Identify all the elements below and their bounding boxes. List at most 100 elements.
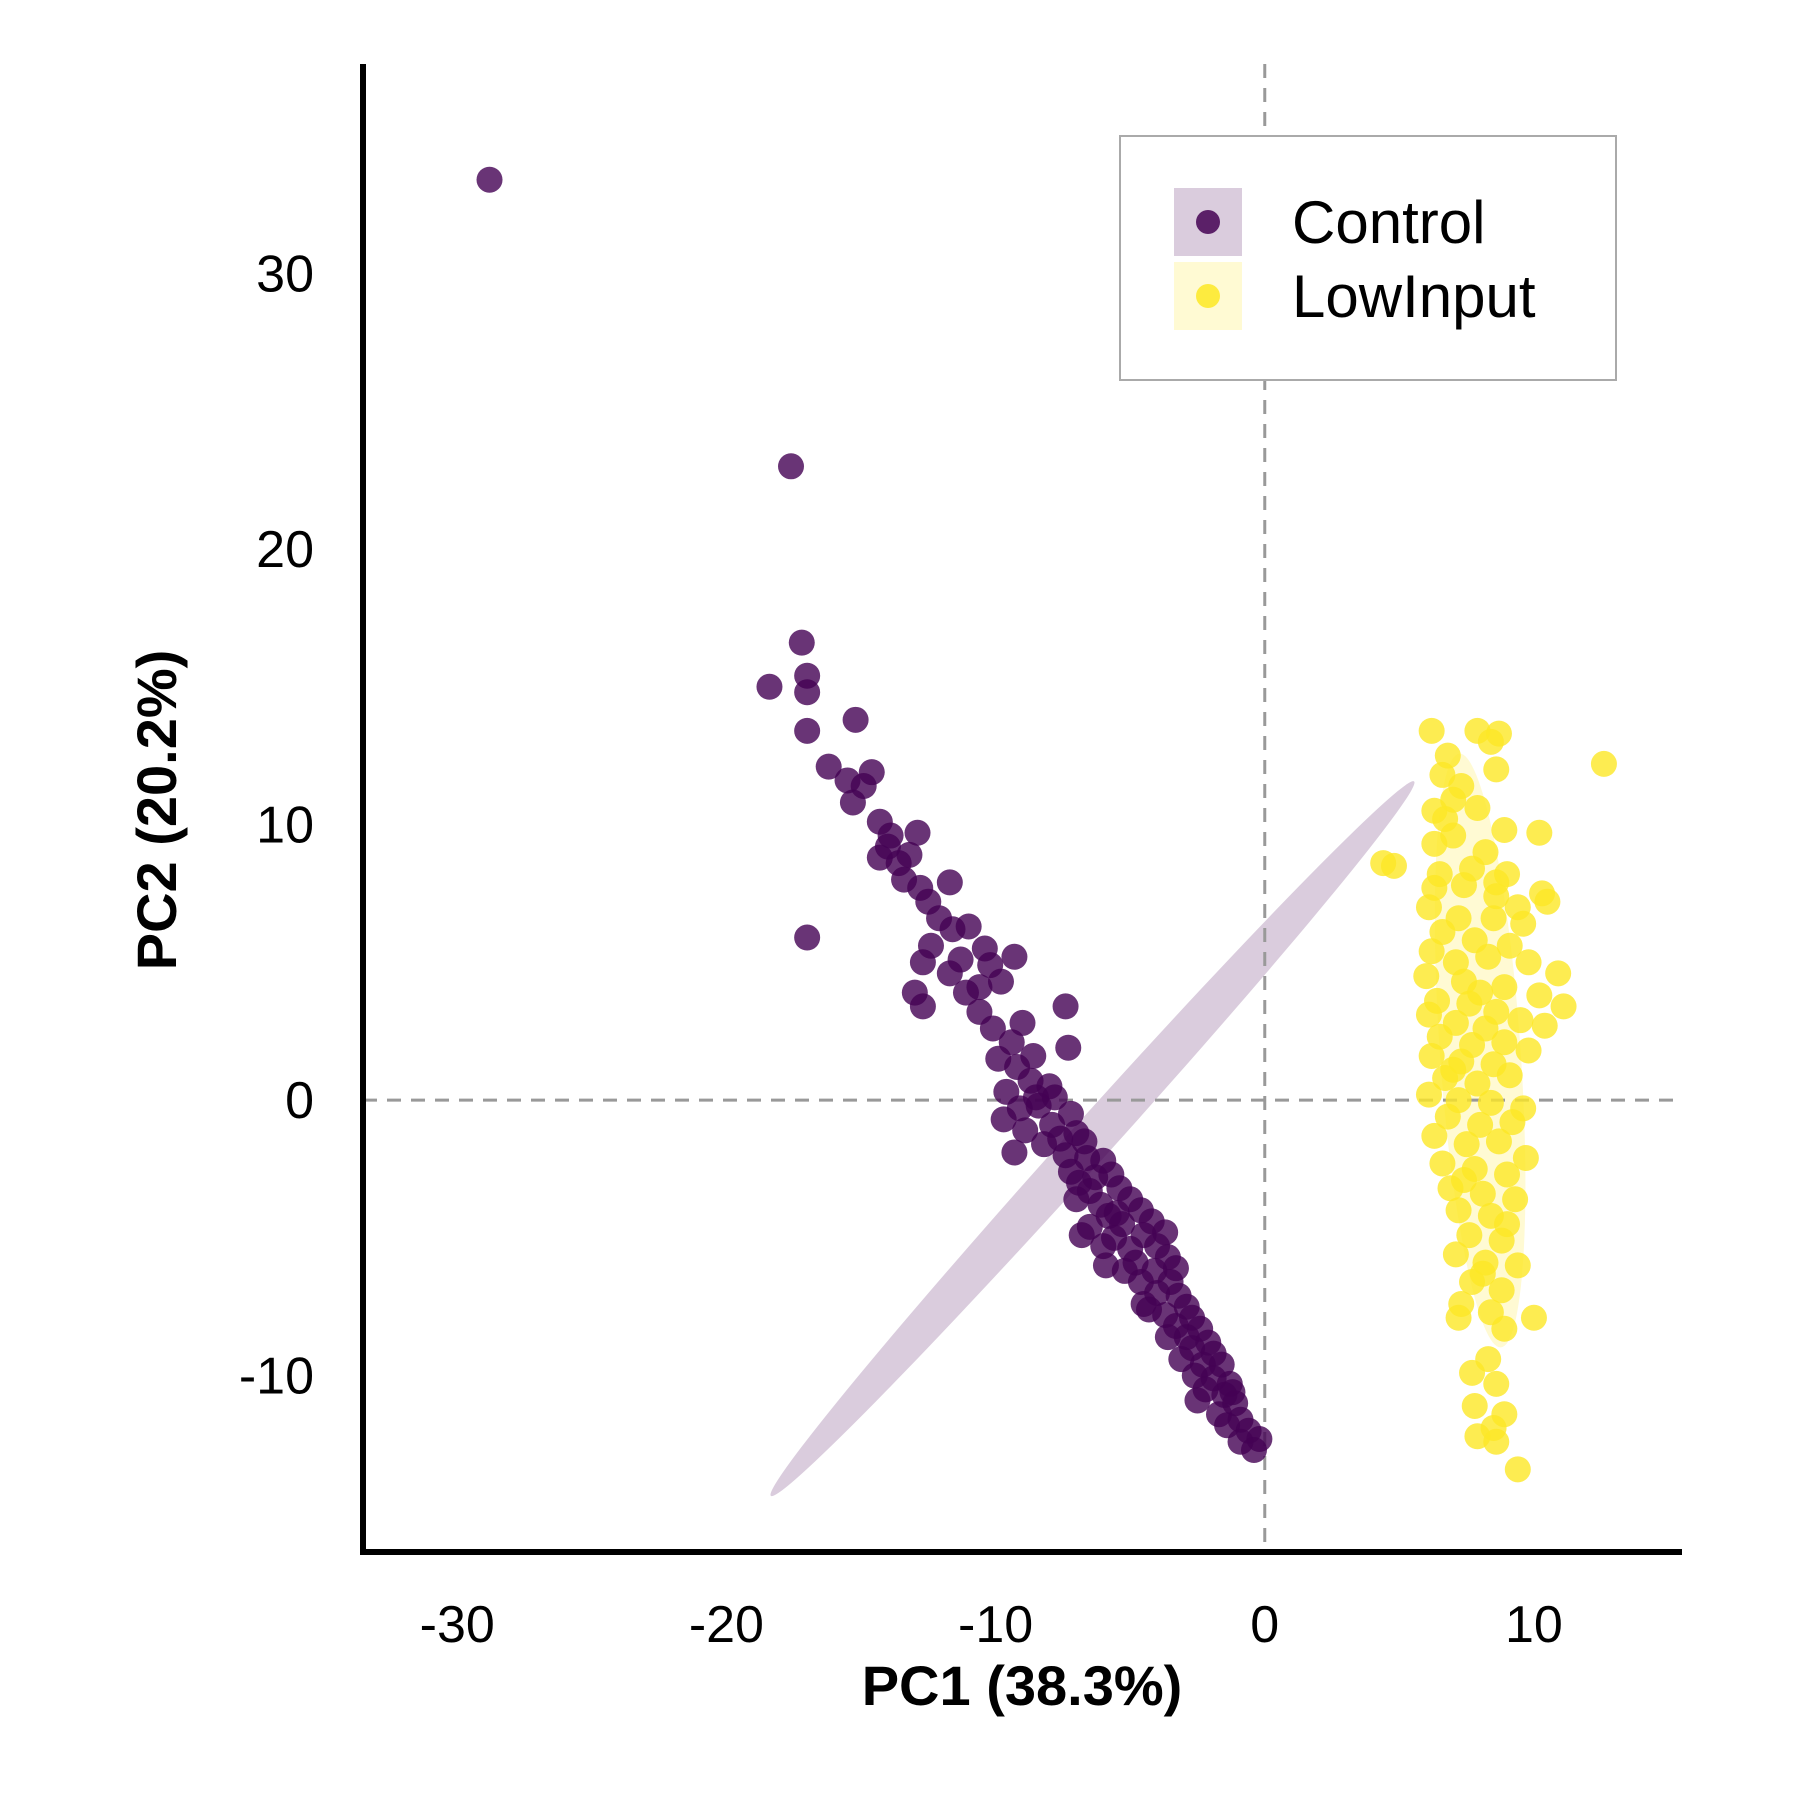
- data-point: [1467, 1111, 1494, 1138]
- x-tick-labels: -30 -20 -10 0 10: [420, 1596, 1563, 1654]
- x-tick-label: 0: [1250, 1596, 1279, 1654]
- data-point: [1504, 1252, 1531, 1279]
- legend-box: [1119, 135, 1617, 381]
- data-point: [1491, 974, 1518, 1001]
- data-point: [1469, 1180, 1496, 1207]
- legend-label-lowinput: LowInput: [1292, 263, 1536, 330]
- y-tick-label: 10: [256, 797, 314, 855]
- data-point: [1413, 963, 1440, 990]
- data-point: [794, 679, 821, 706]
- data-point: [1496, 1062, 1523, 1089]
- legend: Control LowInput: [1119, 135, 1617, 381]
- data-point: [1496, 932, 1523, 959]
- data-point: [1504, 1456, 1531, 1483]
- data-point: [1456, 1222, 1483, 1249]
- data-point: [1477, 728, 1504, 755]
- data-point: [1469, 1260, 1496, 1287]
- data-point: [1450, 872, 1477, 899]
- data-point: [1550, 993, 1577, 1020]
- data-point: [874, 833, 901, 860]
- data-point: [1092, 1252, 1119, 1279]
- data-point: [955, 913, 982, 940]
- data-point: [1136, 1296, 1163, 1323]
- data-point: [476, 166, 503, 193]
- data-point: [842, 706, 869, 733]
- y-tick-label: 0: [285, 1072, 314, 1130]
- data-point: [1483, 1370, 1510, 1397]
- data-point: [947, 946, 974, 973]
- y-tick-labels: -10 0 10 20 30: [239, 245, 314, 1405]
- data-point: [1219, 1379, 1246, 1406]
- data-point: [839, 789, 866, 816]
- data-point: [1418, 717, 1445, 744]
- data-point: [1475, 943, 1502, 970]
- data-point: [1545, 960, 1572, 987]
- data-point: [1429, 761, 1456, 788]
- data-point: [1082, 1164, 1109, 1191]
- data-point: [1445, 1304, 1472, 1331]
- x-tick-label: -20: [689, 1596, 764, 1654]
- data-point: [1485, 1128, 1512, 1155]
- x-tick-label: -30: [420, 1596, 495, 1654]
- data-point: [1491, 817, 1518, 844]
- data-point: [1009, 1009, 1036, 1036]
- data-point: [1459, 1359, 1486, 1386]
- data-point: [1012, 1117, 1039, 1144]
- data-point: [1491, 1315, 1518, 1342]
- data-point: [1103, 1200, 1130, 1227]
- data-point: [1480, 905, 1507, 932]
- data-point: [909, 993, 936, 1020]
- data-point: [1477, 1089, 1504, 1116]
- data-point: [936, 869, 963, 896]
- data-point: [1499, 1109, 1526, 1136]
- data-point: [1184, 1387, 1211, 1414]
- data-point: [1001, 943, 1028, 970]
- data-point: [990, 1106, 1017, 1133]
- data-point: [1380, 852, 1407, 879]
- data-point: [1483, 869, 1510, 896]
- data-point: [1507, 1007, 1534, 1034]
- scatter-points: [476, 166, 1617, 1483]
- data-point: [1467, 979, 1494, 1006]
- data-point: [1488, 1227, 1515, 1254]
- data-point: [1526, 819, 1553, 846]
- data-point: [1429, 919, 1456, 945]
- data-point: [1434, 1103, 1461, 1130]
- data-point: [1590, 750, 1617, 777]
- data-point: [1445, 1197, 1472, 1224]
- data-point: [904, 819, 931, 846]
- data-point: [1491, 1029, 1518, 1056]
- data-point: [1090, 1233, 1117, 1260]
- series-control: [476, 166, 1273, 1464]
- legend-label-control: Control: [1292, 189, 1485, 256]
- y-tick-label: -10: [239, 1348, 314, 1406]
- data-point: [1515, 1037, 1542, 1064]
- data-point: [794, 924, 821, 951]
- data-point: [1022, 1084, 1049, 1111]
- data-point: [756, 673, 783, 700]
- data-point: [1063, 1186, 1090, 1213]
- data-point: [1520, 1304, 1547, 1331]
- data-point: [1240, 1437, 1267, 1464]
- y-axis-title: PC2 (20.2%): [125, 650, 188, 971]
- data-point: [1483, 1428, 1510, 1455]
- data-point: [1168, 1346, 1195, 1373]
- data-point: [1483, 756, 1510, 783]
- data-point: [1531, 1012, 1558, 1039]
- data-point: [987, 968, 1014, 995]
- data-point: [1415, 1081, 1442, 1108]
- data-point: [1464, 795, 1491, 821]
- data-point: [1415, 894, 1442, 921]
- data-point: [1512, 1144, 1539, 1171]
- data-point: [794, 717, 821, 744]
- data-point: [788, 629, 815, 656]
- data-point: [1055, 1034, 1082, 1061]
- data-point: [1453, 1131, 1480, 1158]
- data-point: [1502, 1186, 1529, 1213]
- data-point: [1515, 949, 1542, 976]
- data-point: [1526, 982, 1553, 1009]
- data-point: [1418, 938, 1445, 965]
- data-point: [1421, 830, 1448, 857]
- data-point: [1494, 1161, 1521, 1188]
